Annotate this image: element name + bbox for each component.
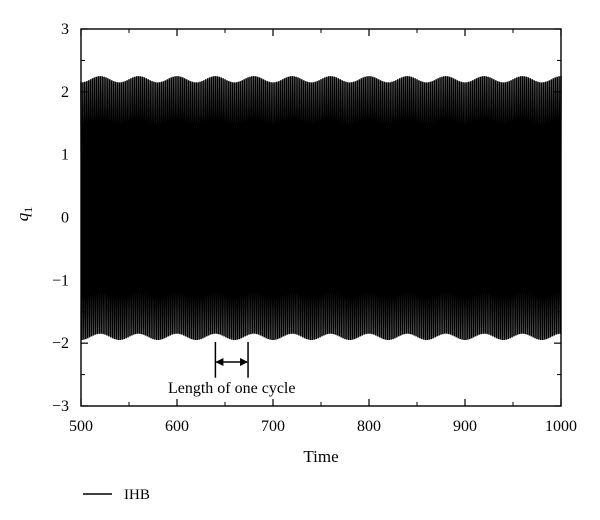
y-tick-label: 2	[61, 84, 69, 101]
y-tick-label: −3	[52, 398, 69, 415]
legend-label-ihb: IHB	[124, 487, 150, 503]
cycle-annotation-label: Length of one cycle	[168, 380, 296, 397]
y-tick-label: 3	[61, 21, 69, 38]
y-tick-label: −1	[52, 272, 69, 289]
series-line-ihb	[80, 76, 562, 340]
x-axis-title: Time	[303, 447, 338, 466]
x-tick-label: 900	[453, 418, 477, 435]
y-tick-label: 0	[61, 210, 69, 227]
series-layer	[80, 76, 562, 340]
y-axis-title-subscript: 1	[21, 207, 35, 213]
annotation-layer: Length of one cycle	[168, 342, 296, 397]
x-tick-label: 500	[69, 418, 93, 435]
y-tick-label: −2	[52, 335, 69, 352]
x-tick-label: 600	[165, 418, 189, 435]
x-tick-label: 800	[357, 418, 381, 435]
x-tick-label: 1000	[545, 418, 577, 435]
y-axis-title: q1	[13, 207, 35, 222]
y-axis-title-main: q	[13, 212, 32, 221]
x-tick-label: 700	[261, 418, 285, 435]
ticks-layer: 500 600 700 800 900 1000 −3 −2 −1 0 1 2 3	[52, 21, 577, 435]
legend: IHB	[83, 487, 150, 503]
y-tick-label: 1	[61, 147, 69, 164]
